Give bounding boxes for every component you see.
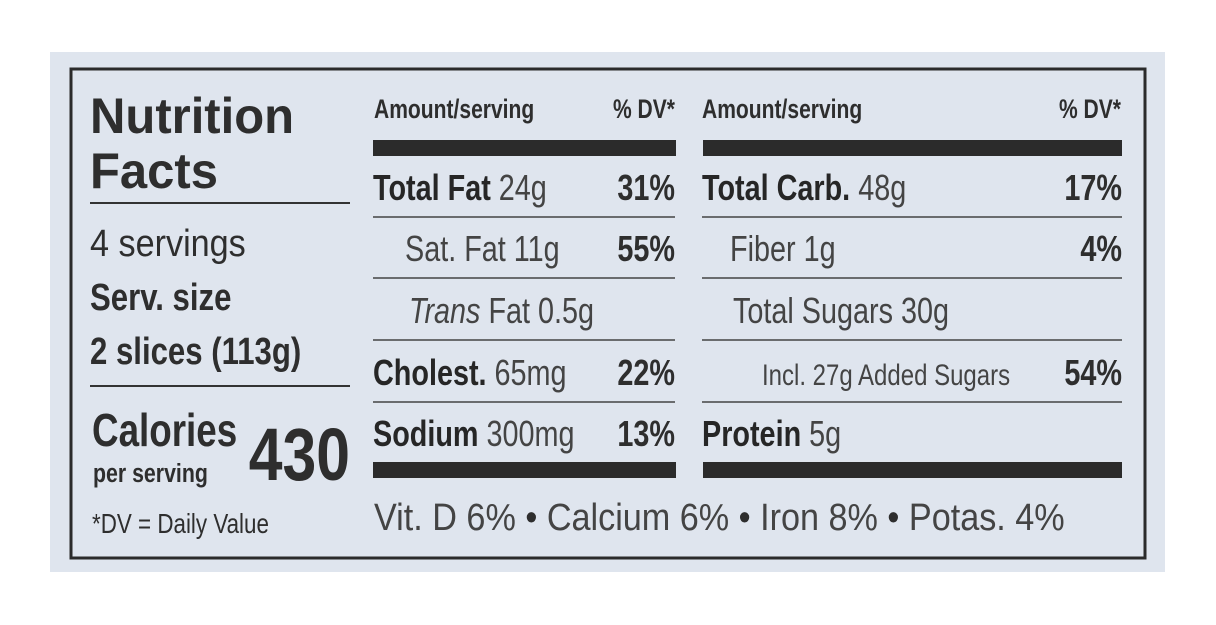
dv-note: *DV = Daily Value <box>92 509 269 540</box>
nutrient-bold: Total Fat <box>373 167 491 208</box>
nutrient-row: Sat. Fat 11g <box>405 228 560 269</box>
nutrient-row: Sodium 300mg <box>373 413 575 454</box>
nutrient-text: Fat 0.5g <box>488 290 594 331</box>
serving-size: 2 slices (113g) <box>90 331 301 373</box>
vitamin: Potas. 4% <box>909 495 1065 538</box>
nutrient-text: Fiber 1g <box>730 228 836 269</box>
nutrient-row: Total Sugars 30g <box>733 290 949 331</box>
nutrient-row: Total Carb. 48g <box>702 167 906 208</box>
label-background <box>50 52 1165 572</box>
nutrient-text: Incl. 27g Added Sugars <box>762 357 1010 391</box>
thick-bar <box>703 462 1122 478</box>
nutrient-bold: Total Carb. <box>702 167 850 208</box>
percent-dv: 55% <box>617 228 675 269</box>
nutrient-row: Cholest. 65mg <box>373 352 567 393</box>
calories-value: 430 <box>249 414 350 496</box>
nutrient-row: Total Fat 24g <box>373 167 547 208</box>
column-header: Amount/serving <box>702 95 862 125</box>
column-header: % DV* <box>1059 95 1122 125</box>
thick-bar <box>373 140 676 156</box>
nutrient-text: 48g <box>858 167 906 208</box>
separator: • <box>887 495 899 538</box>
title: Facts <box>90 144 218 200</box>
column-header: % DV* <box>613 95 676 125</box>
calories-sub: per serving <box>93 459 208 489</box>
percent-dv: 4% <box>1080 228 1122 269</box>
servings: 4 servings <box>90 221 246 264</box>
vitamin: Vit. D 6% <box>374 495 516 538</box>
vitamins: Vit. D 6% • Calcium 6% • Iron 8% • Potas… <box>374 495 1065 538</box>
percent-dv: 31% <box>617 167 675 208</box>
thick-bar <box>373 462 676 478</box>
nutrient-bold: Cholest. <box>373 352 487 393</box>
nutrient-bold: Protein <box>702 413 801 454</box>
nutrient-row: Trans Fat 0.5g <box>409 290 594 331</box>
nutrient-row: Fiber 1g <box>730 228 836 269</box>
nutrient-text: 5g <box>809 413 841 454</box>
nutrient-text: Sat. Fat 11g <box>405 228 560 269</box>
vitamin: Calcium 6% <box>547 495 729 538</box>
percent-dv: 13% <box>617 413 675 454</box>
vitamin: Iron 8% <box>760 495 878 538</box>
percent-dv: 17% <box>1064 167 1122 208</box>
nutrient-text: 24g <box>499 167 547 208</box>
nutrient-italic: Trans <box>409 290 480 331</box>
percent-dv: 22% <box>617 352 675 393</box>
column-header: Amount/serving <box>374 95 534 125</box>
nutrient-text: 300mg <box>487 413 575 454</box>
calories-label: Calories <box>92 404 237 456</box>
separator: • <box>739 495 751 538</box>
title: Nutrition <box>90 89 294 145</box>
separator: • <box>525 495 537 538</box>
serving-size-label: Serv. size <box>90 277 231 319</box>
nutrient-text: 65mg <box>495 352 567 393</box>
label-border <box>69 67 1147 560</box>
thick-bar <box>703 140 1122 156</box>
nutrient-bold: Sodium <box>373 413 479 454</box>
percent-dv: 54% <box>1064 352 1122 393</box>
nutrient-row: Incl. 27g Added Sugars <box>762 357 1010 391</box>
nutrient-row: Protein 5g <box>702 413 841 454</box>
nutrient-text: Total Sugars 30g <box>733 290 949 331</box>
